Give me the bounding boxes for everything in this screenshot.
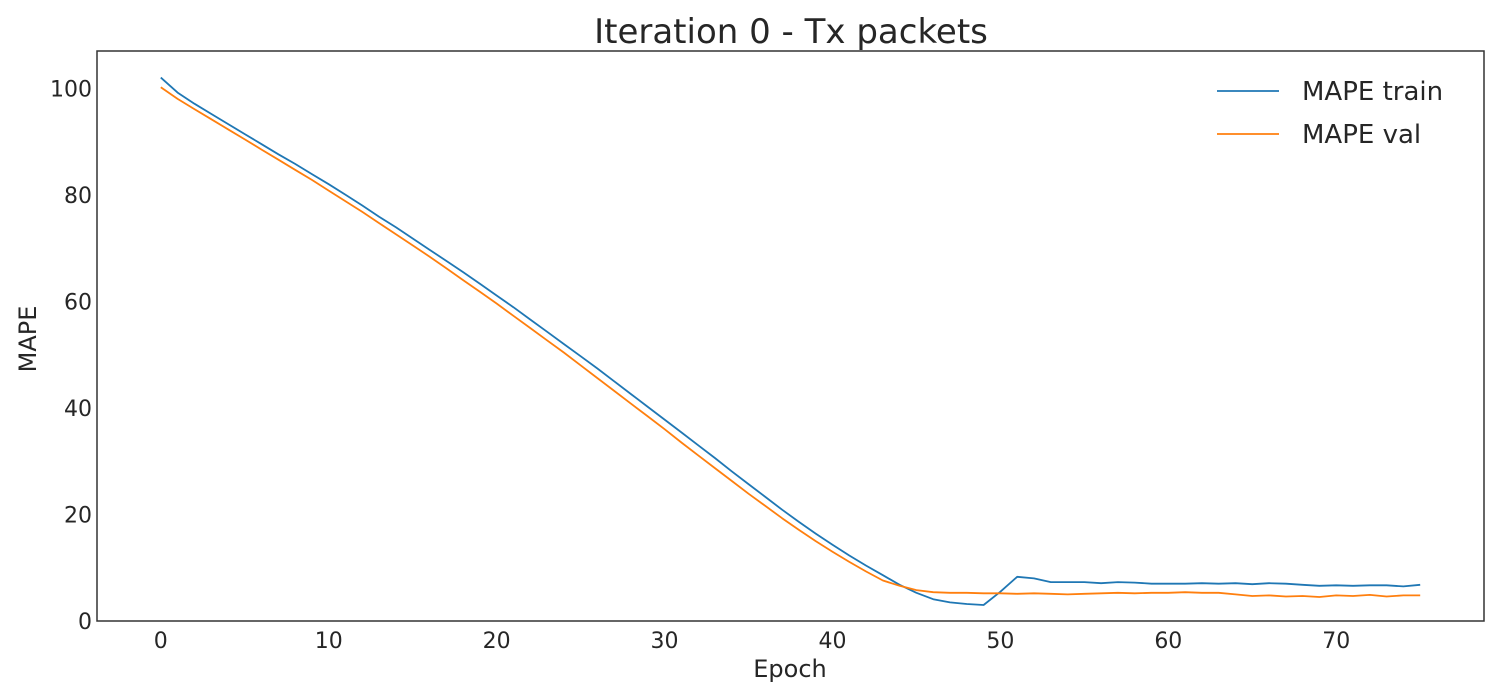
y-tick-label: 80: [64, 184, 92, 209]
x-tick-label: 40: [818, 629, 846, 654]
x-tick-label: 50: [986, 629, 1014, 654]
y-tick-label: 0: [78, 610, 92, 635]
y-tick-label: 100: [50, 77, 92, 102]
x-tick-labels: 0 10 20 30 40 50 60 70: [154, 629, 1350, 654]
x-tick-label: 70: [1322, 629, 1350, 654]
legend-label: MAPE val: [1302, 120, 1421, 150]
y-tick-label: 40: [64, 397, 92, 422]
plot-area: [96, 50, 1485, 622]
x-tick-label: 30: [651, 629, 679, 654]
x-axis-label: Epoch: [753, 655, 827, 683]
x-tick-label: 0: [154, 629, 168, 654]
y-axis-label: MAPE: [14, 306, 42, 373]
x-tick-label: 60: [1154, 629, 1182, 654]
chart-title: Iteration 0 - Tx packets: [594, 12, 988, 52]
legend-label: MAPE train: [1302, 77, 1443, 107]
x-tick-label: 10: [315, 629, 343, 654]
series-layer: [160, 76, 1421, 606]
y-tick-label: 60: [64, 290, 92, 315]
legend: MAPE train MAPE val: [1217, 77, 1443, 150]
y-tick-labels: 0 20 40 60 80 100: [50, 77, 92, 635]
series-line-2: [160, 86, 1421, 598]
y-tick-label: 20: [64, 503, 92, 528]
series-line-1: [160, 76, 1421, 606]
x-tick-label: 20: [483, 629, 511, 654]
